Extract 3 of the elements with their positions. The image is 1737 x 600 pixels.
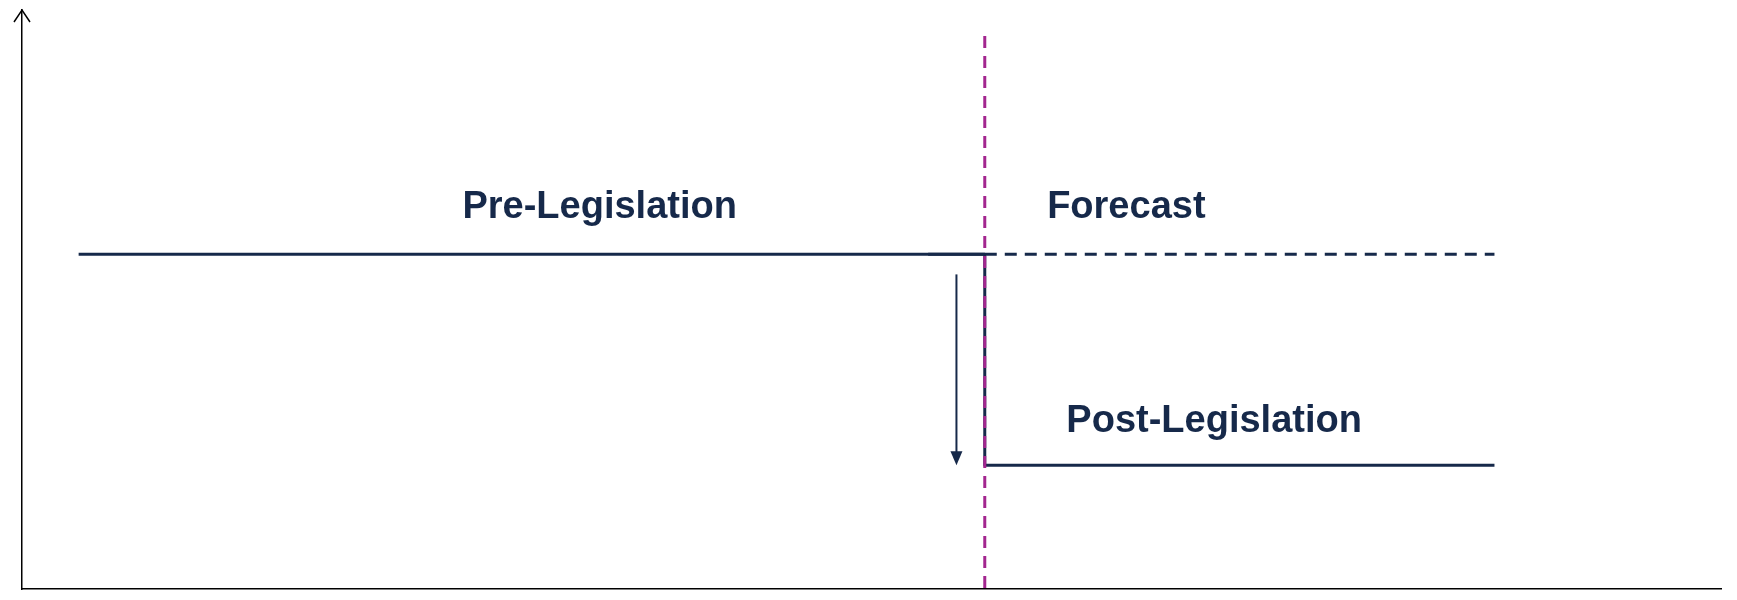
series-label: Forecast: [1047, 183, 1206, 226]
series-label: Pre-Legislation: [462, 183, 737, 226]
series-label: Post-Legislation: [1066, 398, 1362, 441]
